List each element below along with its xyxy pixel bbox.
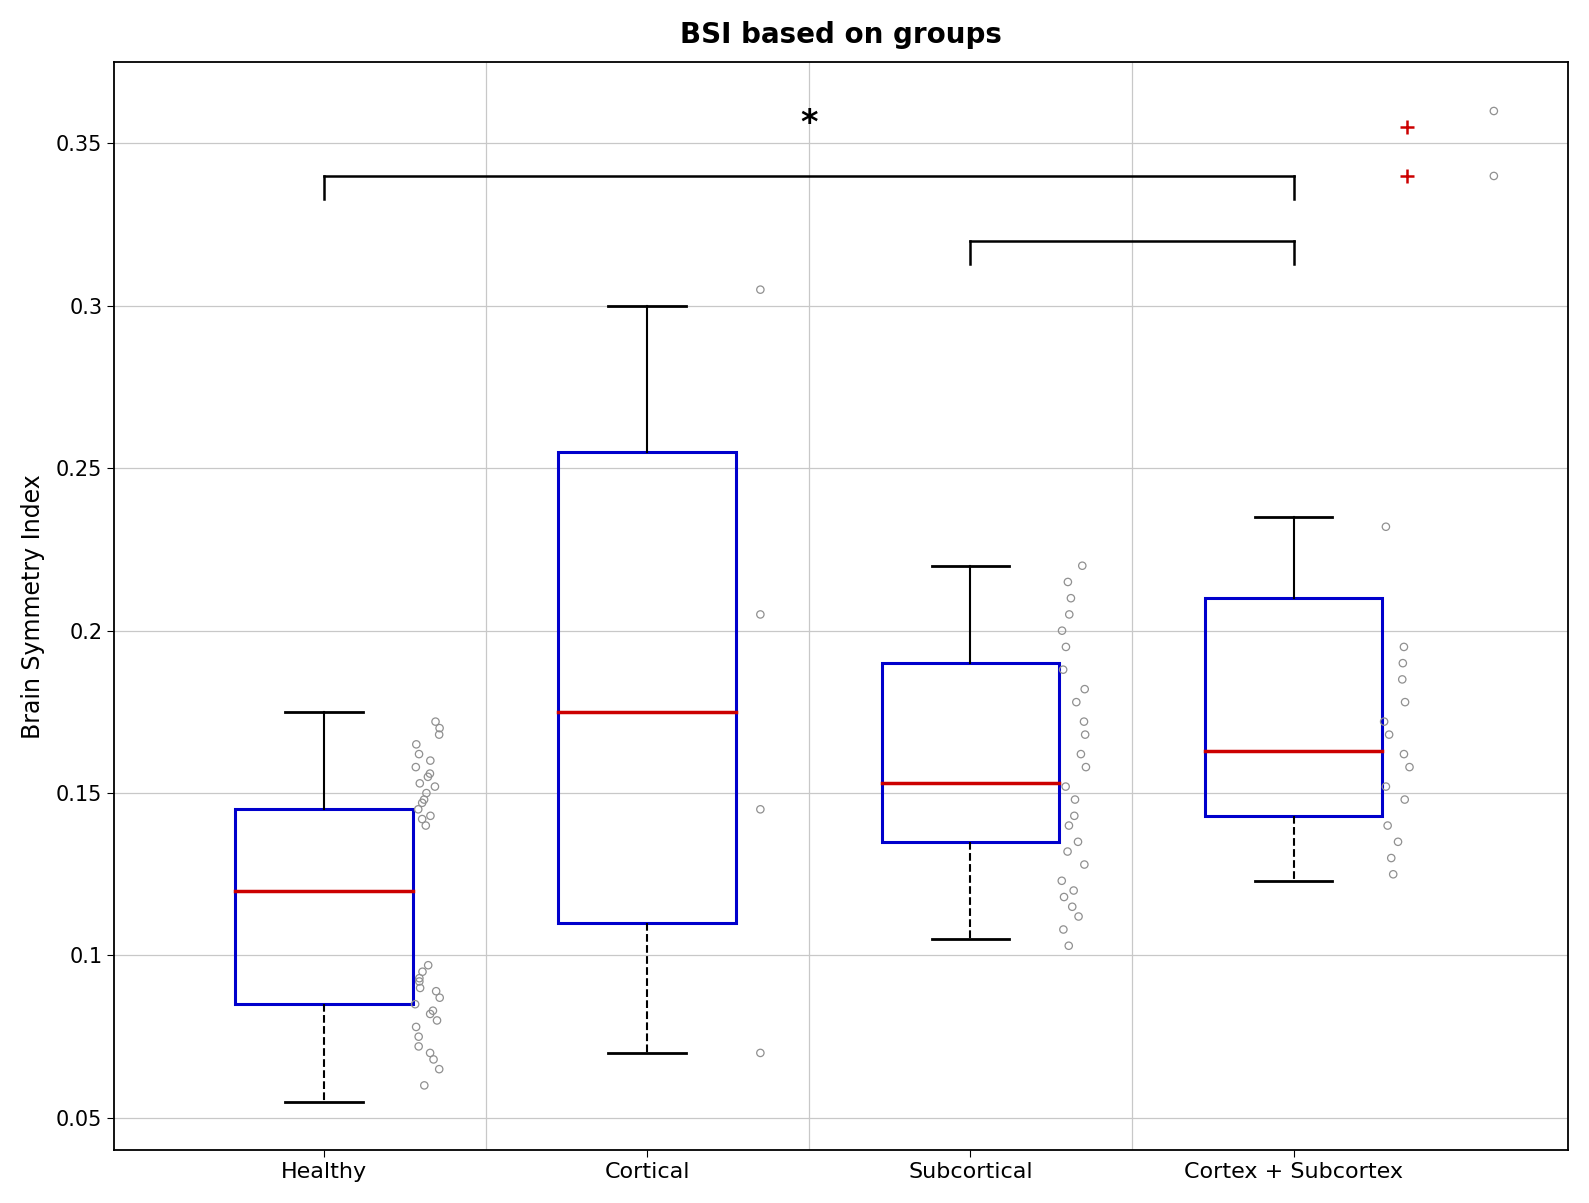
Point (415, 955, 440, 974)
Point (1050, 660, 1076, 680)
Point (1063, 790, 1088, 810)
Point (1392, 745, 1417, 764)
Point (1381, 865, 1406, 884)
Point (1373, 777, 1398, 796)
Point (1057, 816, 1082, 835)
Point (1068, 745, 1093, 764)
Point (419, 1001, 445, 1020)
Point (1063, 693, 1088, 712)
Point (426, 1060, 451, 1079)
Point (1057, 605, 1082, 624)
Point (748, 280, 774, 300)
Point (1390, 653, 1416, 672)
Point (418, 751, 443, 770)
Point (1073, 680, 1098, 699)
Point (418, 1043, 443, 1062)
Point (412, 790, 437, 810)
Point (1049, 871, 1074, 890)
Point (1374, 816, 1400, 835)
Point (407, 968, 432, 988)
Point (1061, 881, 1087, 900)
Point (404, 1018, 429, 1037)
Point (405, 800, 431, 819)
Point (1376, 725, 1401, 745)
Point (748, 800, 774, 819)
Point (1389, 670, 1414, 689)
Point (1065, 832, 1090, 852)
Point (410, 793, 435, 812)
Point (1394, 118, 1419, 137)
Bar (1204, 598, 1382, 816)
Point (404, 735, 429, 754)
Point (427, 718, 453, 737)
Point (1054, 777, 1079, 796)
Point (407, 972, 432, 991)
Point (426, 725, 451, 745)
Point (1061, 806, 1087, 825)
Point (421, 1050, 447, 1069)
Point (423, 982, 448, 1001)
Point (748, 605, 774, 624)
Point (407, 978, 432, 997)
Point (1481, 166, 1506, 185)
Point (413, 783, 439, 802)
Bar (882, 663, 1060, 842)
Point (424, 1011, 450, 1030)
Point (1073, 725, 1098, 745)
Point (1386, 832, 1411, 852)
Point (1071, 712, 1096, 731)
Point (405, 1027, 431, 1047)
Point (1371, 712, 1397, 731)
Point (423, 712, 448, 731)
Point (1060, 897, 1085, 917)
Point (1379, 848, 1405, 867)
Point (1394, 166, 1419, 185)
Point (1071, 855, 1096, 875)
Point (415, 768, 440, 787)
Point (404, 758, 429, 777)
Point (1050, 920, 1076, 940)
Point (1392, 693, 1417, 712)
Point (413, 816, 439, 835)
Point (427, 988, 453, 1007)
Point (402, 995, 427, 1014)
Bar (558, 452, 736, 923)
Point (1392, 638, 1417, 657)
Point (1392, 790, 1417, 810)
Point (1052, 888, 1077, 907)
Point (748, 1043, 774, 1062)
Point (1373, 517, 1398, 537)
Point (1057, 936, 1082, 955)
Point (407, 774, 432, 793)
Point (418, 806, 443, 825)
Point (1066, 907, 1092, 926)
Point (1049, 621, 1074, 640)
Point (410, 962, 435, 982)
Point (1054, 638, 1079, 657)
Text: *: * (801, 107, 818, 141)
Point (418, 1005, 443, 1024)
Bar (235, 810, 413, 1005)
Point (1397, 758, 1422, 777)
Point (407, 745, 432, 764)
Point (1055, 842, 1081, 861)
Point (1055, 573, 1081, 592)
Point (1069, 556, 1095, 575)
Point (1073, 758, 1098, 777)
Title: BSI based on groups: BSI based on groups (680, 20, 1003, 49)
Point (418, 764, 443, 783)
Point (405, 1037, 431, 1056)
Point (410, 810, 435, 829)
Point (1058, 588, 1084, 608)
Point (423, 777, 448, 796)
Point (1481, 101, 1506, 120)
Y-axis label: Brain Symmetry Index: Brain Symmetry Index (21, 474, 44, 739)
Point (412, 1075, 437, 1095)
